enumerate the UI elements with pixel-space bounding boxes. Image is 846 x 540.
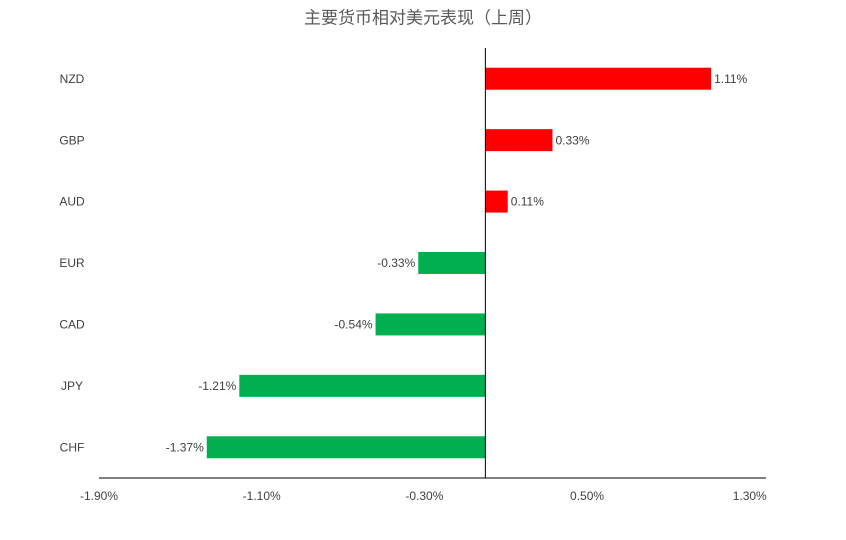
y-tick-label: CHF xyxy=(60,440,85,454)
y-tick-label: AUD xyxy=(59,195,85,209)
value-label: -1.37% xyxy=(166,440,204,454)
x-tick-label: -1.90% xyxy=(80,489,118,503)
bar xyxy=(239,374,486,397)
y-tick-label: GBP xyxy=(59,133,84,147)
value-label: -1.21% xyxy=(198,379,236,393)
value-label: 0.33% xyxy=(555,133,589,147)
y-tick-label: NZD xyxy=(60,72,85,86)
y-tick-label: JPY xyxy=(61,379,83,393)
value-label: 0.11% xyxy=(511,195,544,209)
x-tick-label: 1.30% xyxy=(733,489,767,503)
y-tick-label: EUR xyxy=(59,256,85,270)
bar xyxy=(206,436,486,459)
value-label: -0.54% xyxy=(335,318,373,332)
bar xyxy=(485,190,508,213)
bar xyxy=(375,313,486,336)
bar xyxy=(418,252,486,274)
bar xyxy=(485,67,712,90)
x-tick-label: -0.30% xyxy=(405,489,443,503)
bar xyxy=(485,129,553,152)
chart-title: 主要货币相对美元表现（上周） xyxy=(304,8,542,27)
x-tick-label: -1.10% xyxy=(243,489,281,503)
x-tick-label: 0.50% xyxy=(570,489,604,503)
value-label: -0.33% xyxy=(377,256,415,270)
value-label: 1.11% xyxy=(714,72,747,86)
y-tick-label: CAD xyxy=(59,318,85,332)
